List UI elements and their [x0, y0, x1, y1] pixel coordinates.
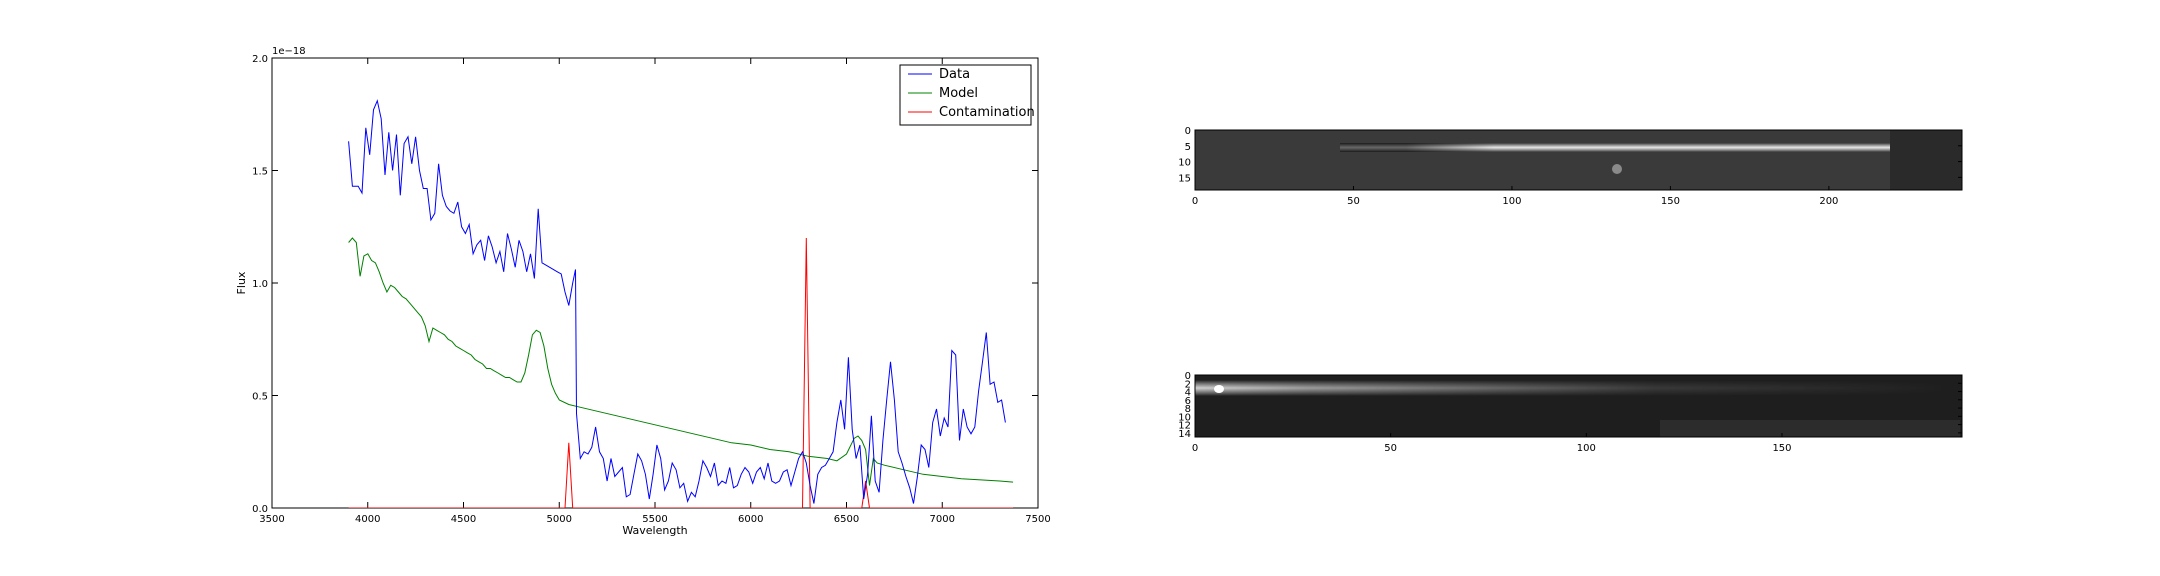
image-bottom-x-tick-label: 100 [1577, 443, 1596, 454]
y-tick-label: 1.5 [252, 167, 268, 178]
x-tick-label: 4500 [451, 514, 476, 525]
series-line-contamination [348, 237, 1014, 508]
image-bottom-y-tick-label: 14 [1178, 429, 1191, 440]
legend-entry-model: Model [939, 86, 978, 101]
image-bottom-x-tick-label: 150 [1772, 443, 1791, 454]
image-bottom-y-tick-label: 0 [1185, 371, 1191, 382]
x-tick-label: 4000 [355, 514, 380, 525]
image-top-x-tick-label: 100 [1502, 196, 1521, 207]
y-tick-label: 0.5 [252, 392, 268, 403]
image-top-trace-fade [1340, 143, 1890, 152]
image-top-x-tick-label: 0 [1192, 196, 1198, 207]
spectrum-x-ticks: 3500 4000 4500 5000 5500 6000 6500 7000 7500 [259, 58, 1051, 525]
image-bottom-trace [1195, 380, 1962, 396]
image-bottom-frame [1194, 374, 1963, 438]
x-tick-label: 5500 [642, 514, 667, 525]
image-top-y-tick-label: 10 [1178, 158, 1191, 169]
image-bottom-y-tick-label: 10 [1178, 412, 1191, 423]
y-tick-label: 1.0 [252, 279, 268, 290]
legend-entry-data: Data [939, 67, 970, 82]
image-bottom-y-tick-label: 8 [1185, 404, 1191, 415]
image-top-padding [1890, 130, 1962, 190]
x-tick-label: 7000 [930, 514, 955, 525]
image-bottom-x-tick-label: 0 [1192, 443, 1198, 454]
image-top-x-ticks: 0 50 100 150 200 [1192, 186, 1838, 207]
legend: Data Model Contamination [899, 64, 1035, 126]
image-top-frame [1194, 129, 1963, 191]
x-tick-label: 5000 [547, 514, 572, 525]
image-bottom-y-tick-label: 4 [1185, 388, 1191, 399]
legend-entry-contamination: Contamination [939, 105, 1035, 120]
x-tick-label: 6500 [834, 514, 859, 525]
x-tick-label: 3500 [259, 514, 284, 525]
image-top-blob [1612, 164, 1622, 174]
image-top-y-ticks: 0 5 10 15 [1178, 126, 1962, 184]
image-top-region [1195, 130, 1890, 190]
image-bottom-y-tick-label: 2 [1185, 379, 1191, 390]
x-tick-label: 6000 [738, 514, 763, 525]
y-axis-label: Flux [235, 271, 248, 294]
image-bottom-x-tick-label: 50 [1384, 443, 1397, 454]
image-bottom-bright-spot [1214, 385, 1224, 393]
image-top-x-tick-label: 150 [1661, 196, 1680, 207]
image-bottom-y-tick-label: 6 [1185, 396, 1191, 407]
legend-box [899, 64, 1032, 126]
y-tick-label: 2.0 [252, 54, 268, 65]
spectrum-y-ticks: 0.0 0.5 1.0 1.5 2.0 [252, 54, 1038, 515]
image-top-x-tick-label: 200 [1819, 196, 1838, 207]
x-axis-label: Wavelength [622, 524, 687, 537]
x-tick-label: 7500 [1025, 514, 1050, 525]
y-tick-label: 0.0 [252, 504, 268, 515]
image-top-x-tick-label: 50 [1347, 196, 1360, 207]
spectrum-chart: 3500 4000 4500 5000 5500 6000 6500 7000 7500 0.0… [235, 46, 1051, 537]
image-top-y-tick-label: 0 [1185, 126, 1191, 137]
y-exponent-label: 1e−18 [272, 46, 306, 57]
series-line-data [348, 99, 1006, 504]
image-top-y-tick-label: 5 [1185, 142, 1191, 153]
image-bottom-lower-band [1660, 420, 1960, 437]
image-bottom-x-ticks: 0 50 100 150 [1192, 433, 1792, 454]
spectrum-plot-frame [271, 57, 1039, 509]
series-line-model [348, 237, 1014, 486]
image-top-y-tick-label: 15 [1178, 173, 1191, 184]
image-bottom-y-tick-label: 12 [1178, 421, 1191, 432]
spectrum-image-top: 0 50 100 150 200 0 5 10 15 [1178, 126, 1963, 207]
